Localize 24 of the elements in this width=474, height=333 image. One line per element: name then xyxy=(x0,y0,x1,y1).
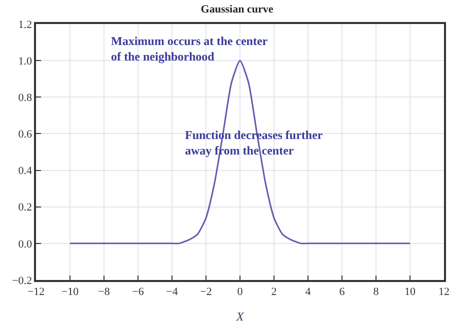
x-axis-title: X xyxy=(235,309,244,324)
x-tick-label: −8 xyxy=(98,286,110,298)
x-tick-label: 10 xyxy=(404,286,416,298)
y-tick-label: 1.2 xyxy=(18,18,32,31)
x-tick-label: 8 xyxy=(373,286,380,298)
chart-title: Gaussian curve xyxy=(200,4,274,16)
y-tick-label: 0.6 xyxy=(18,128,33,141)
x-tick-label: 12 xyxy=(438,286,450,298)
annotation: Maximum occurs at the center of the neighborhood xyxy=(111,34,268,64)
y-tick-label: 0.8 xyxy=(18,92,33,104)
x-tick-label: 2 xyxy=(271,286,277,298)
y-tick-label: −0.2 xyxy=(12,274,32,287)
x-tick-label: 6 xyxy=(339,286,346,298)
y-tick-label: 1.0 xyxy=(18,55,33,68)
y-tick-label: 0.2 xyxy=(18,202,32,214)
y-tick-label: 0.4 xyxy=(18,165,33,178)
x-tick-label: 4 xyxy=(305,286,312,298)
x-tick-label: −4 xyxy=(166,286,178,298)
x-tick-label: −12 xyxy=(27,286,45,298)
x-tick-label: 0 xyxy=(237,286,244,298)
x-tick-label: −10 xyxy=(61,286,80,298)
y-tick-label: 0.0 xyxy=(18,238,33,250)
x-tick-label: −6 xyxy=(132,286,144,298)
x-tick-label: −2 xyxy=(200,286,212,298)
